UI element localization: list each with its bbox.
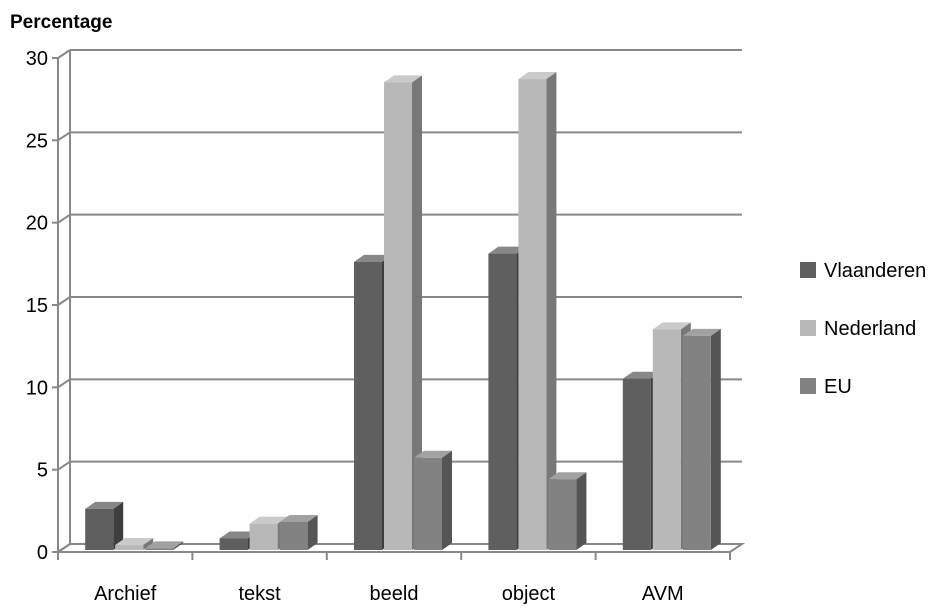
bar-front <box>518 79 547 550</box>
bar-top <box>548 472 587 480</box>
y-tick-label: 5 <box>37 460 48 482</box>
legend-swatch <box>800 378 816 394</box>
bar-front <box>488 253 517 550</box>
bar <box>548 472 587 550</box>
bar <box>145 541 184 550</box>
gridline-depth <box>57 213 71 224</box>
axes <box>54 50 746 560</box>
legend-swatch <box>800 262 816 278</box>
y-tick-label: 25 <box>26 130 48 152</box>
bar-top <box>249 516 288 524</box>
bar <box>115 538 154 550</box>
bar-side <box>307 515 318 550</box>
bar-front <box>85 508 114 550</box>
y-tick-label: 0 <box>37 542 48 564</box>
legend: Vlaanderen Nederland EU <box>800 260 926 398</box>
bar-side <box>576 472 587 550</box>
bar-front <box>354 261 382 550</box>
y-tick-labels: 0 5 10 15 20 25 30 <box>26 48 48 564</box>
bar-top <box>414 450 452 458</box>
legend-label: Vlaanderen <box>824 260 926 282</box>
bar <box>384 75 422 550</box>
gridline-depth <box>57 49 71 59</box>
bar <box>279 515 318 550</box>
bars <box>85 72 721 551</box>
bar-front <box>279 522 308 550</box>
bar-top <box>219 531 258 539</box>
bar-side <box>546 72 557 550</box>
y-tick-label: 15 <box>26 295 48 317</box>
legend-swatch <box>800 320 816 336</box>
bar-front <box>622 378 651 550</box>
y-tick-label: 20 <box>26 213 48 235</box>
bar-top <box>145 541 184 549</box>
category-label: beeld <box>370 583 419 605</box>
bar-top <box>384 75 422 83</box>
bar-front <box>384 82 412 550</box>
bar-front <box>652 329 681 550</box>
gridline-depth <box>57 296 71 306</box>
bar-side <box>710 328 721 550</box>
category-label: AVM <box>642 583 684 605</box>
gridline-depth <box>57 131 71 142</box>
bar-top <box>279 515 318 523</box>
gridline-depth <box>57 460 71 471</box>
bar-top <box>488 246 527 254</box>
gridline-depth <box>57 378 71 389</box>
category-labels: Archief tekst beeld object AVM <box>94 583 684 605</box>
bar-front <box>249 523 278 550</box>
bar <box>85 501 124 550</box>
bar-side <box>113 501 124 550</box>
bar-top <box>354 254 392 262</box>
bar-top <box>518 72 557 80</box>
category-label: Archief <box>94 583 157 605</box>
floor <box>54 543 746 553</box>
bar-side <box>412 75 422 550</box>
category-label: object <box>502 583 556 605</box>
bar-front <box>548 479 577 550</box>
bar-front <box>219 538 248 550</box>
bar <box>682 328 721 550</box>
y-axis-title: Percentage <box>10 12 112 33</box>
y-tick-label: 10 <box>26 377 48 399</box>
bar-front <box>145 548 174 550</box>
y-tick-label: 30 <box>26 48 48 70</box>
legend-label: EU <box>824 376 852 398</box>
bar-top <box>682 328 721 336</box>
bar <box>518 72 557 550</box>
bar-front <box>414 457 442 550</box>
bar-side <box>143 538 154 550</box>
category-label: tekst <box>238 583 281 605</box>
bar <box>414 450 452 550</box>
bar-front <box>682 335 711 550</box>
bar-front <box>115 545 144 550</box>
bar-side <box>173 541 184 550</box>
bar-top <box>622 371 661 379</box>
legend-label: Nederland <box>824 318 916 340</box>
bar-top <box>85 501 124 509</box>
bar-side <box>442 450 452 550</box>
bar-top <box>115 538 154 546</box>
bar-top <box>652 322 691 330</box>
